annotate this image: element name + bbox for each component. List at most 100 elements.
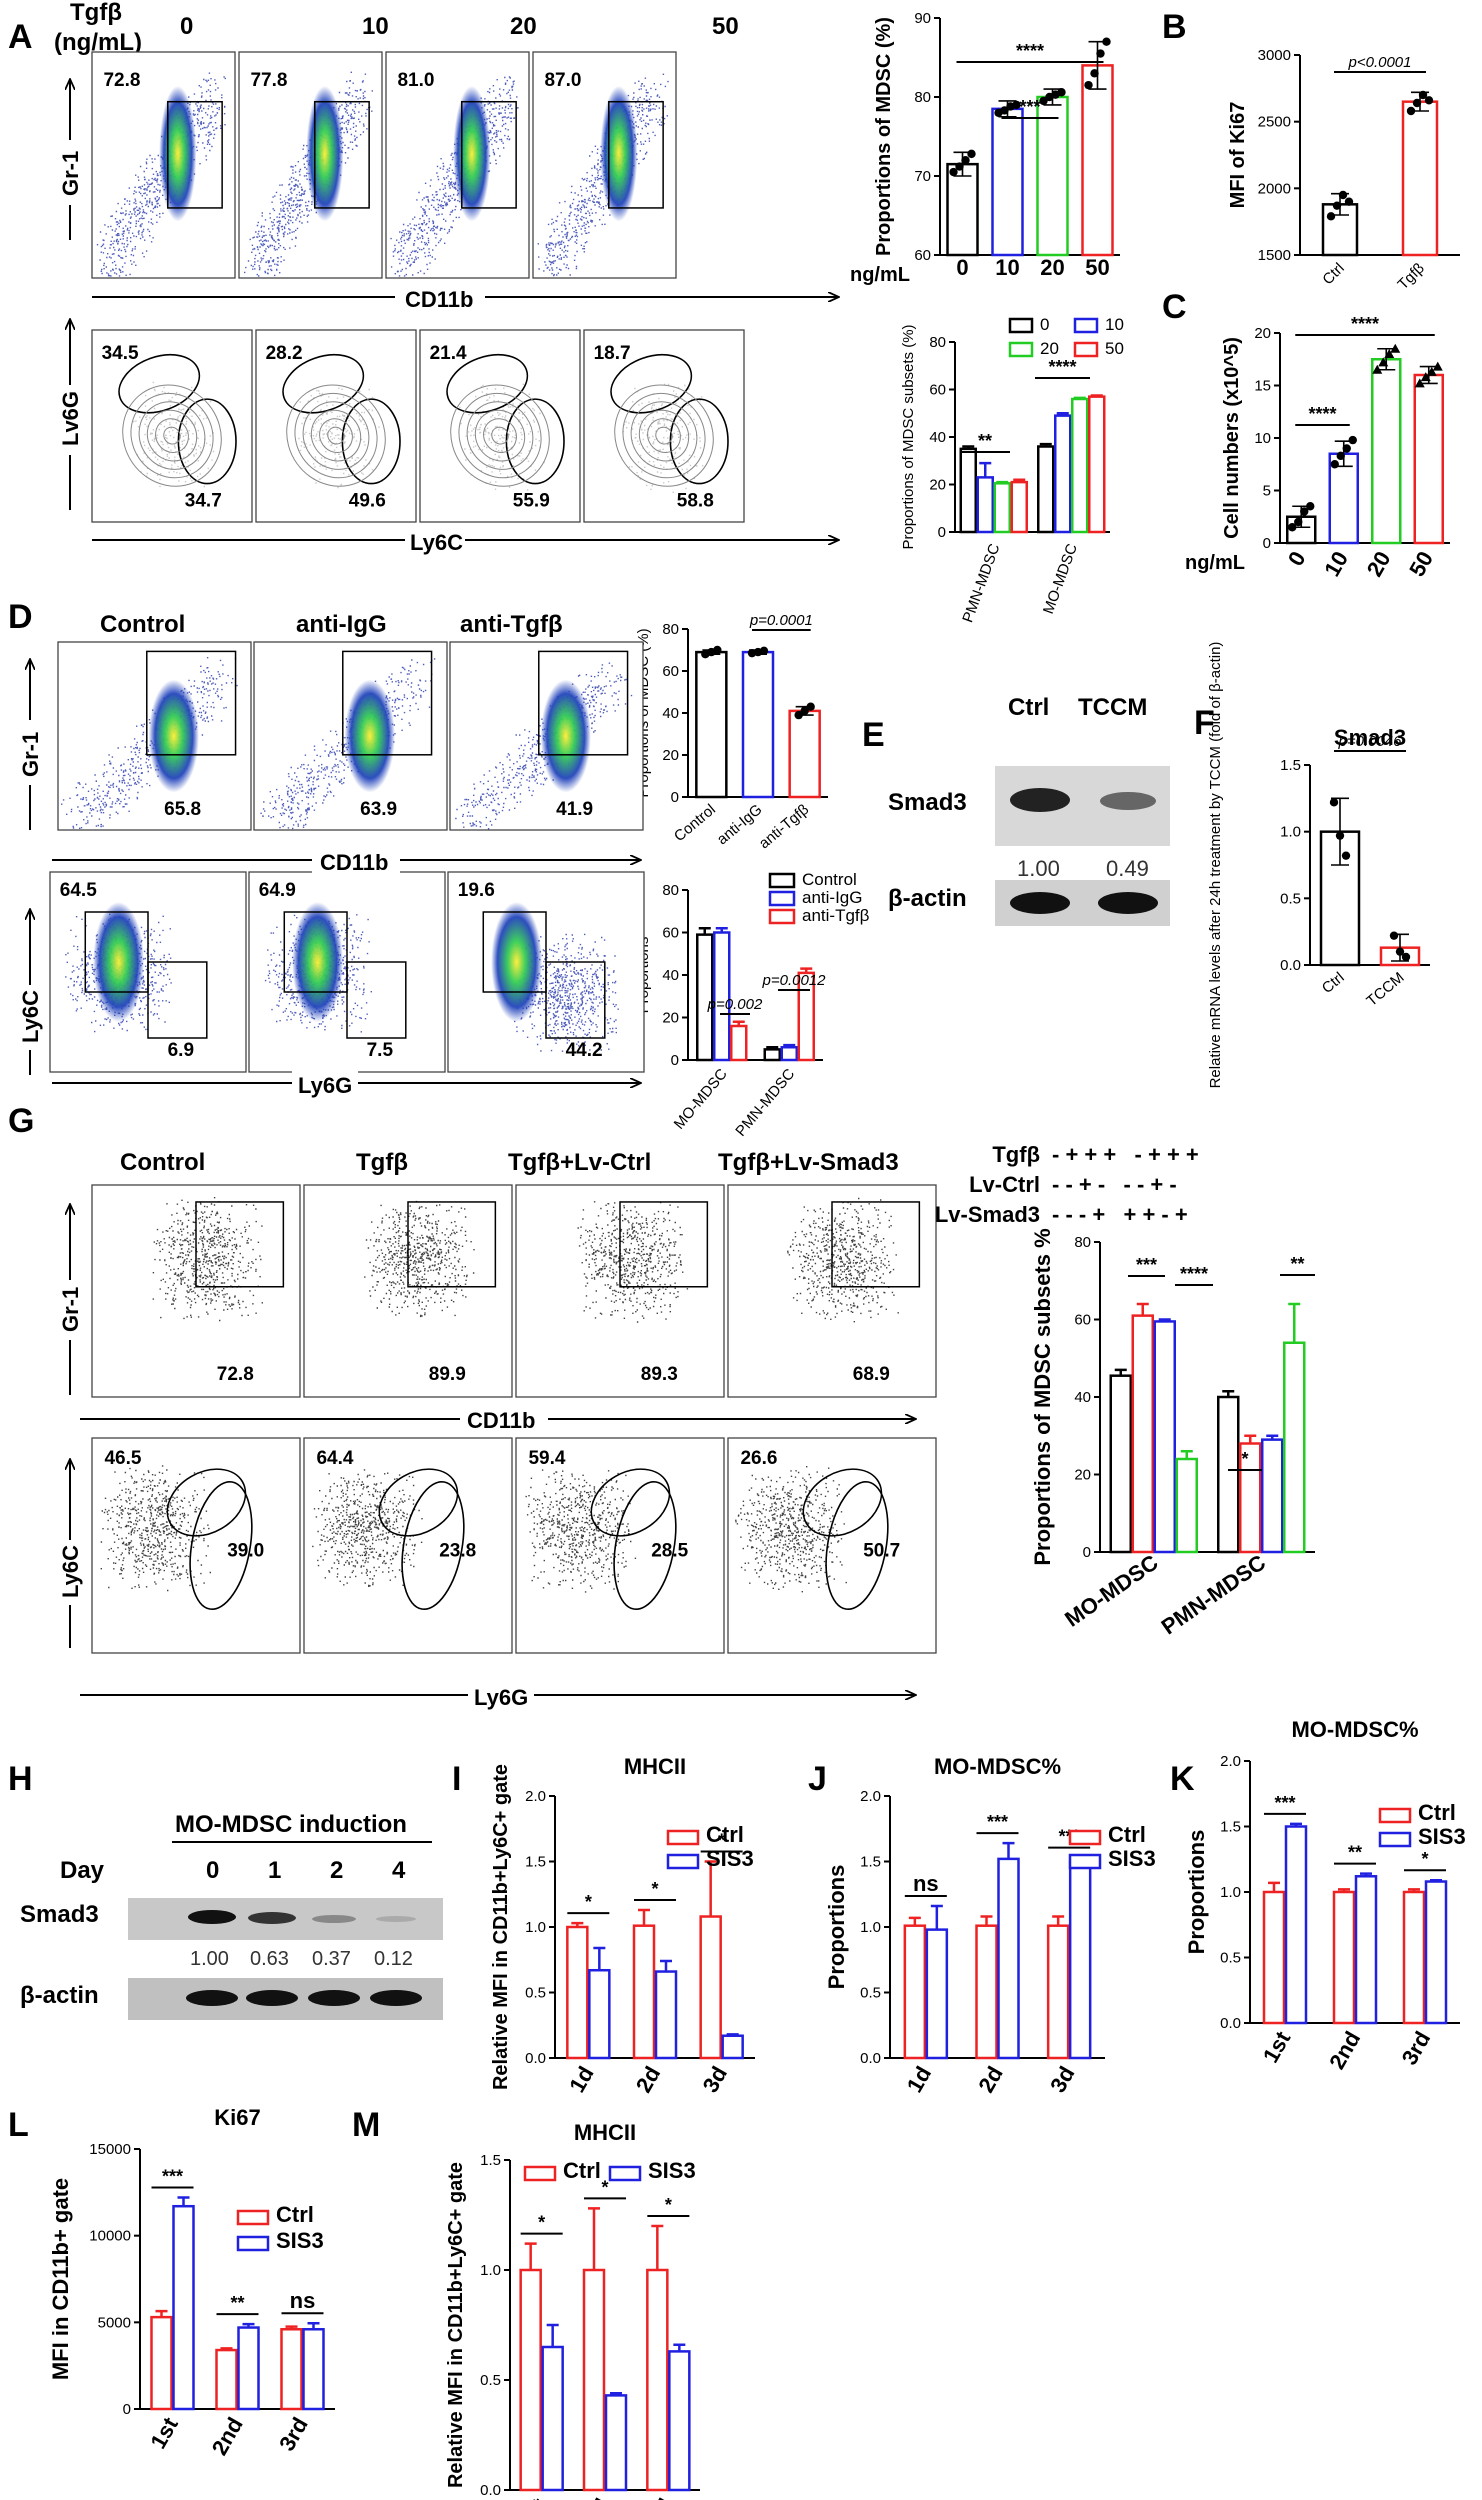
chart-F: 0.0 0.5 1.0 1.5 Relative mRNA levels after 2… bbox=[1207, 642, 1430, 1088]
chart-title: MO-MDSC% bbox=[934, 1754, 1061, 1779]
significance-label: ** bbox=[230, 2293, 244, 2313]
chart-K: 0.0 0.5 1.0 1.5 2.0 Proportions MO-MDSC% 1st 2nd… bbox=[1184, 1717, 1466, 2073]
error-bar bbox=[1266, 1434, 1279, 1440]
y-tick-label: 3000 bbox=[1258, 47, 1291, 64]
bar-PMN-MDSC-Control bbox=[1217, 1395, 1240, 1554]
y-tick-label: 80 bbox=[662, 882, 679, 899]
data-point bbox=[1420, 372, 1431, 382]
y-tick-label: 2.0 bbox=[1220, 1753, 1241, 1770]
panel-letter-H: H bbox=[8, 1760, 33, 1798]
bar-1st-SIS3 bbox=[1284, 1825, 1308, 2025]
y-tick-label: 0.0 bbox=[1280, 957, 1301, 974]
blot-H-band-day0 bbox=[188, 1910, 236, 1924]
legend-swatch-Ctrl bbox=[523, 2165, 557, 2182]
category-label: Ctrl bbox=[1319, 969, 1348, 997]
error-bar bbox=[571, 1921, 584, 1927]
gate-value: 87.0 bbox=[544, 70, 581, 91]
gate-ellipse-0 bbox=[590, 1468, 671, 1537]
flow-G-row1-plot-3: 68.9 bbox=[727, 1184, 937, 1398]
panel-letter-B: B bbox=[1162, 8, 1187, 46]
axis-G-cd11b: CD11b bbox=[467, 1408, 535, 1433]
legend-swatch-20 bbox=[1008, 341, 1034, 358]
legend-swatch-Ctrl bbox=[666, 1829, 700, 1846]
flow-A-row2: 34.5 34.7 28.2 49.6 21.4 55.9 18.7 58.8 bbox=[91, 329, 745, 523]
flow-G-row2-plot-0: 46.5 39.0 bbox=[91, 1437, 301, 1654]
y-tick-label: 0 bbox=[671, 789, 679, 806]
panel-letter-L: L bbox=[8, 2106, 29, 2144]
flow-A-row2-plot-2: 21.4 55.9 bbox=[419, 329, 581, 523]
gate-value-upper: 64.9 bbox=[259, 880, 296, 901]
header-D-antitgfb: anti-Tgfβ bbox=[460, 611, 563, 638]
x-unit-label: ng/mL bbox=[1185, 552, 1245, 574]
quant-H-day4: 0.12 bbox=[374, 1948, 413, 1970]
treat-marks-tgfb: - + + + - + + + bbox=[1052, 1142, 1199, 1167]
contour-line bbox=[630, 401, 698, 470]
contour-line bbox=[622, 392, 706, 479]
flow-D-row2-plot-1: 64.9 7.5 bbox=[248, 871, 446, 1073]
data-point bbox=[1342, 444, 1351, 453]
gate-ellipse-1 bbox=[401, 1480, 465, 1611]
density-hotspot bbox=[600, 85, 638, 222]
contour-line bbox=[327, 426, 345, 445]
density-hotspot bbox=[148, 679, 199, 793]
error-bar bbox=[610, 2391, 622, 2396]
event-dots bbox=[787, 1197, 899, 1323]
gate-value-upper: 64.4 bbox=[316, 1448, 353, 1469]
y-tick-label: 20 bbox=[662, 747, 679, 764]
y-tick-label: 2.0 bbox=[860, 1788, 881, 1805]
error-bar bbox=[930, 1904, 943, 1930]
contour-line bbox=[302, 401, 370, 470]
y-tick-label: 1.5 bbox=[480, 2152, 501, 2169]
density-hotspot bbox=[453, 85, 491, 222]
gate-box-lower bbox=[147, 961, 208, 1039]
y-tick-label: 2500 bbox=[1258, 114, 1291, 131]
data-point bbox=[1414, 378, 1425, 388]
dose-label-tgfb: Tgfβ bbox=[70, 0, 122, 26]
y-tick-label: 40 bbox=[662, 705, 679, 722]
bar-1st-Ctrl bbox=[1262, 1890, 1286, 2025]
error-bar bbox=[1114, 1368, 1127, 1376]
data-point bbox=[1294, 517, 1303, 527]
significance-label: * bbox=[585, 1892, 592, 1912]
y-tick-label: 5000 bbox=[98, 2314, 131, 2331]
legend-swatch-anti-IgG bbox=[768, 890, 796, 907]
treat-row-lvsmad3: Lv-Smad3 bbox=[935, 1202, 1040, 1227]
significance-label: **** bbox=[1351, 314, 1379, 334]
error-bar bbox=[979, 461, 992, 478]
blot-H-bactin: β-actin bbox=[20, 1982, 99, 2009]
category-label: 20 bbox=[1362, 547, 1396, 581]
category-label: 50 bbox=[1404, 547, 1438, 581]
gate-box bbox=[283, 911, 348, 993]
legend-swatch-SIS3 bbox=[1068, 1853, 1102, 1870]
significance-label: *** bbox=[1136, 1255, 1157, 1275]
data-point bbox=[759, 646, 769, 656]
significance-label: ** bbox=[1290, 1254, 1304, 1274]
y-tick-label: 40 bbox=[929, 429, 946, 446]
bar-1d-SIS3 bbox=[925, 1928, 949, 2060]
gate-value: 41.9 bbox=[556, 799, 593, 820]
data-point bbox=[961, 156, 970, 165]
gate-box bbox=[538, 650, 629, 756]
bar-3d-SIS3 bbox=[721, 2034, 744, 2060]
blot-H-day1: 1 bbox=[268, 1857, 281, 1884]
significance-label: * bbox=[601, 2177, 608, 2197]
flow-D-row1: 65.8 63.9 41.9 bbox=[57, 641, 644, 831]
bar-PMN-MDSC-Control bbox=[763, 1048, 781, 1062]
data-point bbox=[1412, 98, 1422, 108]
category-label: 50 bbox=[1085, 255, 1109, 280]
axis-A-cd11b: CD11b bbox=[405, 287, 473, 312]
gate-box bbox=[146, 650, 237, 756]
gate-ellipse-0 bbox=[802, 1468, 883, 1537]
plot-frame bbox=[91, 1437, 301, 1654]
y-tick-label: 1.0 bbox=[1220, 1884, 1241, 1901]
blot-E-smad3-band-tccm bbox=[1100, 792, 1156, 810]
dose-0: 0 bbox=[180, 13, 193, 40]
event-dots bbox=[735, 1466, 847, 1593]
flow-A-row1-plot-3: 87.0 bbox=[532, 51, 677, 279]
panel-letter-E: E bbox=[862, 716, 885, 754]
gate-box bbox=[831, 1201, 921, 1288]
flow-G-row2-plot-1: 64.4 23.8 bbox=[303, 1437, 513, 1654]
y-axis-label: MFI in CD11b+ gate bbox=[48, 2178, 73, 2380]
gate-value: 63.9 bbox=[360, 799, 397, 820]
